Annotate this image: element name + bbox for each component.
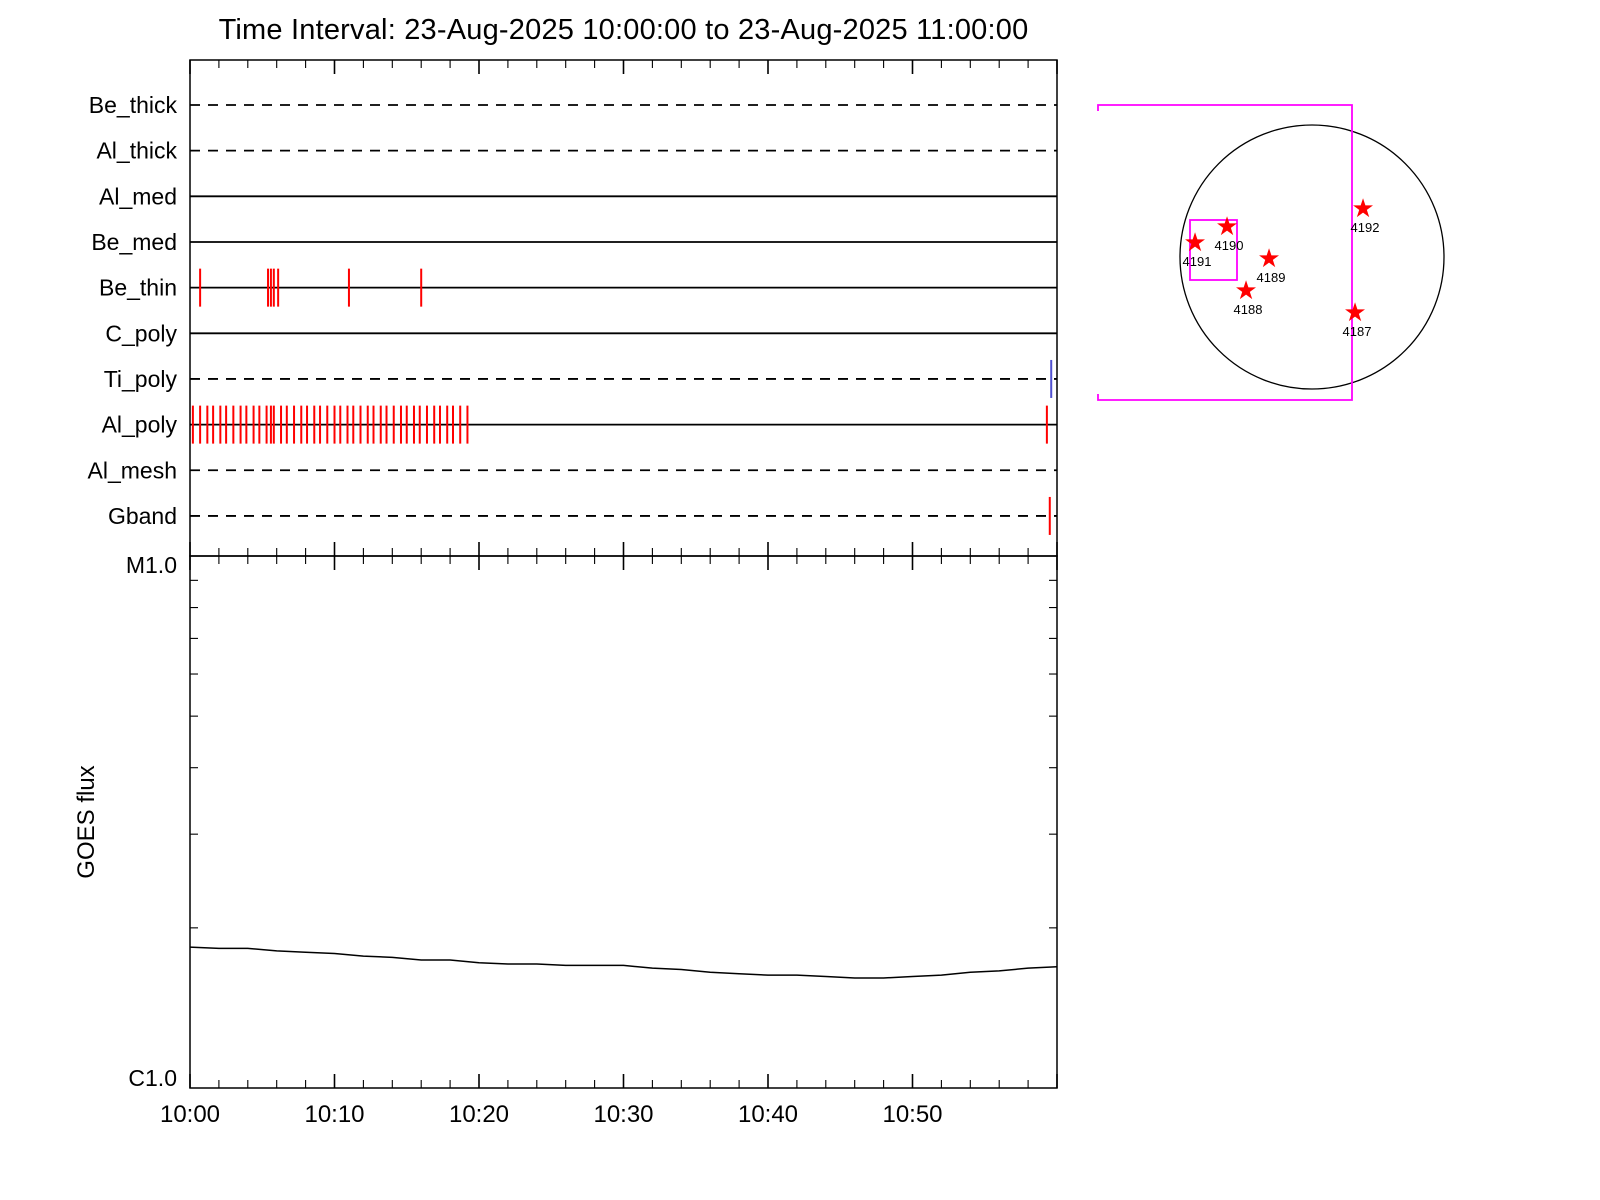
x-tick-label: 10:50 [882,1101,942,1128]
channel-label-Al_thick: Al_thick [96,138,177,164]
goes-flux-panel: 10:00 10:10 10:20 10:30 10:40 10:50 M1.0 C1.0 [126,552,1058,1128]
channel-label-Ti_poly: Ti_poly [104,366,178,392]
xrt-sub-fov-box [1189,219,1238,281]
plot-title: Time Interval: 23-Aug-2025 10:00:00 to 2… [218,14,1029,46]
solar-limb [1179,124,1445,390]
goes-flux-line [189,946,1058,979]
x-tick-label: 10:00 [160,1101,220,1128]
channel-label-Be_thick: Be_thick [89,92,178,118]
active-region-label: 4191 [1183,254,1212,269]
channel-label-Al_poly: Al_poly [102,412,178,438]
channel-label-Al_med: Al_med [99,183,177,209]
channel-label-Al_mesh: Al_mesh [88,457,177,483]
x-tick-label: 10:20 [449,1101,509,1128]
y-top-label: M1.0 [126,552,177,578]
x-tick-label: 10:10 [304,1101,364,1128]
active-region-star: ★ [1215,211,1238,241]
y-bottom-label: C1.0 [128,1065,177,1091]
active-region-star: ★ [1257,243,1280,273]
exposure-timeline-panel: Be_thick Al_thick Al_med Be_med Be_thin C_pol… [88,59,1058,557]
channel-label-Be_thin: Be_thin [99,275,177,301]
x-tick-label: 10:30 [593,1101,653,1128]
channel-label-Be_med: Be_med [91,229,177,255]
solar-disk-inset: ★4192★4190★4191 ★4189★4188 ★4187 [1097,104,1445,401]
active-region-star: ★ [1343,297,1366,327]
xrt-fov-outline [1097,104,1353,401]
active-region-star: ★ [1183,227,1206,257]
channel-label-C_poly: C_poly [105,320,177,346]
active-region-label: 4192 [1351,220,1380,235]
channel-label-Gband: Gband [108,503,177,529]
active-region-star: ★ [1234,275,1257,305]
active-region-label: 4187 [1343,324,1372,339]
x-tick-label: 10:40 [738,1101,798,1128]
active-region-label: 4190 [1215,238,1244,253]
active-region-label: 4189 [1257,270,1286,285]
active-region-star: ★ [1351,193,1374,223]
active-region-label: 4188 [1234,302,1263,317]
